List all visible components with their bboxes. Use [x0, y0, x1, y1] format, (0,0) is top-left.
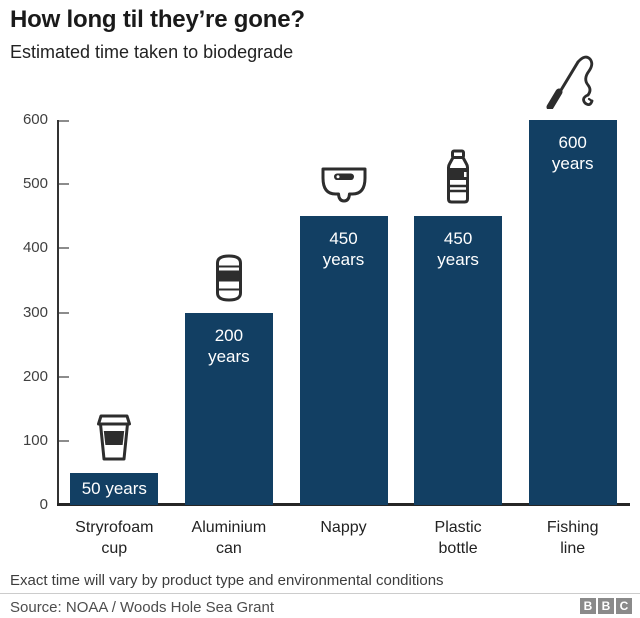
- tick-mark: [59, 183, 69, 186]
- plastic-bottle-icon: [443, 149, 473, 210]
- footer-divider: [0, 593, 640, 594]
- y-axis-label: 600: [22, 111, 48, 128]
- y-axis-label: 500: [22, 175, 48, 193]
- fishing-line-icon: [545, 53, 601, 114]
- bar-value-label: 450 years: [437, 229, 479, 270]
- footnote: Exact time will vary by product type and…: [10, 572, 444, 589]
- bar-aluminium-can: 200 years: [184, 312, 273, 505]
- nappy-icon: [319, 165, 369, 210]
- bar-fishing-line: 600 years: [528, 120, 617, 505]
- y-axis-line: [57, 120, 59, 505]
- bar-plastic-bottle: 450 years: [414, 216, 503, 505]
- bbc-logo-box: B: [580, 598, 596, 614]
- y-axis-label: 400: [22, 239, 48, 257]
- bar-value-label: 50 years: [81, 479, 147, 499]
- tick-mark: [59, 120, 69, 122]
- chart-title: How long til they’re gone?: [10, 6, 305, 33]
- styrofoam-cup-icon: [94, 412, 134, 467]
- bar-nappy: 450 years: [299, 216, 388, 505]
- aluminium-can-icon: [214, 253, 244, 307]
- bar-value-label: 200 years: [208, 325, 250, 366]
- y-axis-label: 200: [22, 367, 48, 385]
- bar-value-label: 450 years: [322, 229, 365, 270]
- y-axis-label: 0: [39, 496, 48, 513]
- bar-value-label: 600 years: [551, 133, 594, 173]
- bar-styrofoam-cup: 50 years: [70, 472, 159, 505]
- plot-area: 50 years 200 years 450 years 450 years 600 y…: [57, 55, 630, 506]
- tick-mark: [59, 311, 69, 314]
- tick-mark: [59, 439, 69, 442]
- category-label: Nappy: [320, 519, 367, 536]
- tick-mark: [59, 375, 69, 378]
- source-text: Source: NOAA / Woods Hole Sea Grant: [10, 599, 275, 616]
- bbc-logo-box: B: [598, 598, 614, 614]
- category-label: Fishing line: [546, 519, 599, 557]
- y-axis-label: 100: [22, 431, 48, 449]
- tick-mark: [59, 247, 69, 250]
- y-axis-label: 300: [22, 303, 48, 321]
- category-label: Aluminium can: [191, 519, 267, 557]
- category-label: Stryrofoam cup: [75, 519, 154, 557]
- category-label: Plastic bottle: [434, 519, 482, 557]
- bbc-logo-box: C: [616, 598, 632, 614]
- chart-subtitle: Estimated time taken to biodegrade: [10, 42, 294, 62]
